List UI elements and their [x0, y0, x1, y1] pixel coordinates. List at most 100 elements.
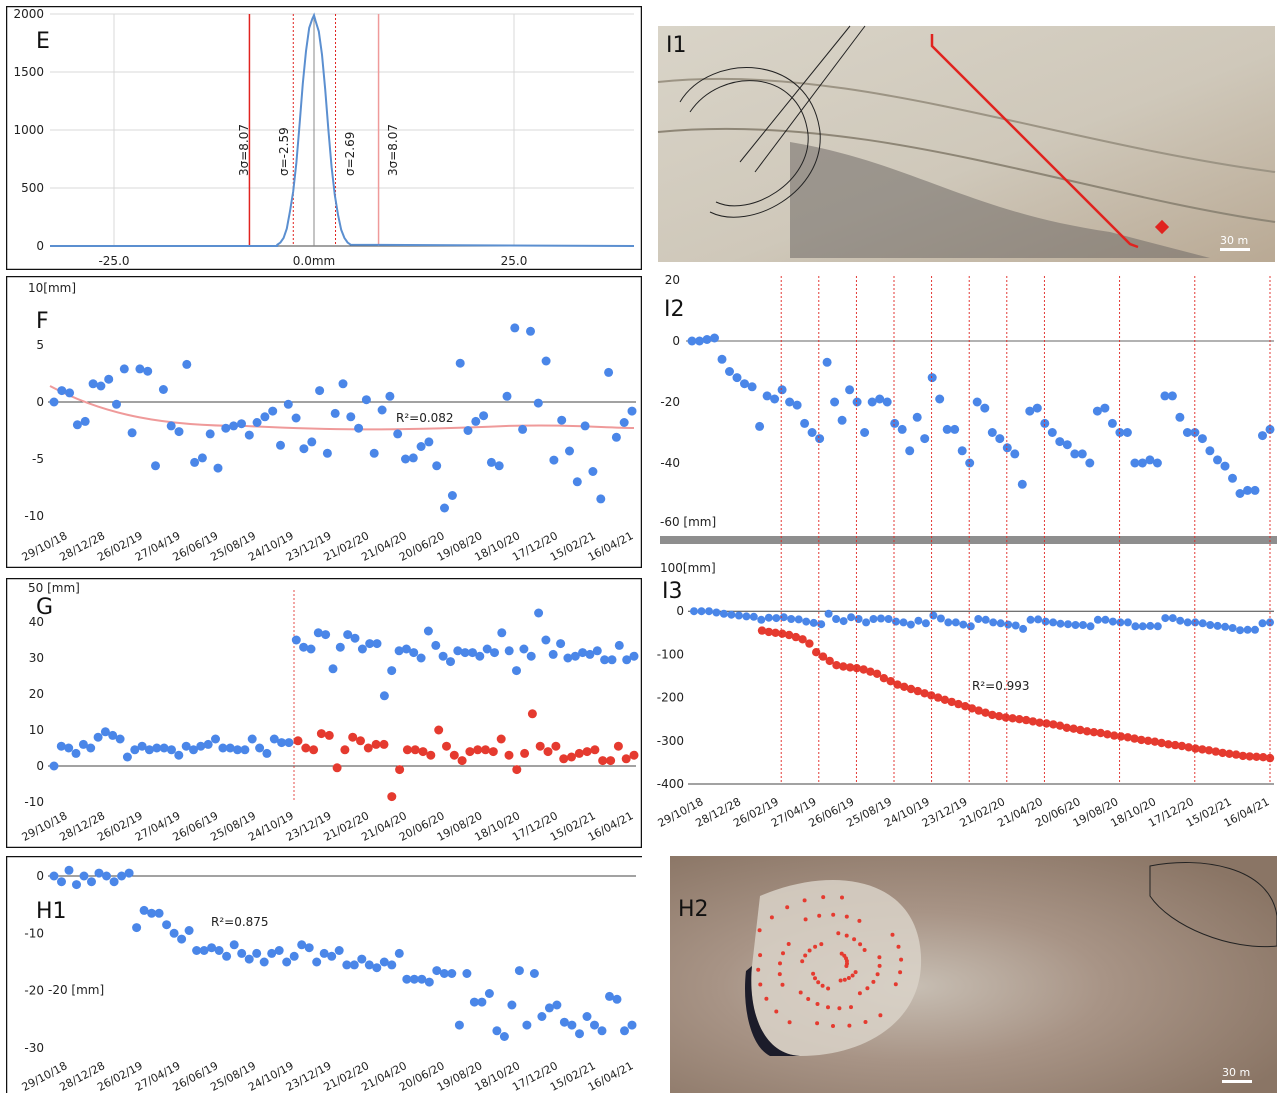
- data-point: [1010, 449, 1020, 459]
- data-point: [847, 613, 856, 622]
- data-point: [432, 966, 442, 976]
- panel-background: [650, 552, 1277, 850]
- data-point: [1082, 727, 1092, 736]
- data-point: [402, 745, 412, 755]
- data-point: [284, 738, 294, 748]
- data-point: [262, 748, 272, 758]
- data-point: [556, 639, 566, 649]
- data-point: [1191, 744, 1200, 753]
- data-point: [277, 738, 287, 748]
- data-point: [1265, 753, 1275, 763]
- data-point: [80, 416, 90, 426]
- data-point: [446, 657, 455, 667]
- survey-point: [774, 1009, 779, 1014]
- data-point: [109, 877, 119, 887]
- panel-frame: [6, 6, 642, 270]
- data-point: [291, 635, 301, 645]
- separator-bar: [660, 536, 1277, 544]
- data-point: [860, 428, 870, 437]
- survey-point: [781, 951, 785, 956]
- data-point: [614, 640, 624, 650]
- data-point: [1152, 458, 1162, 468]
- data-point: [78, 739, 88, 749]
- data-point: [557, 415, 567, 425]
- y-tick-label: -5: [32, 452, 44, 466]
- r2-label: R²=0.993: [972, 679, 1030, 693]
- data-point: [892, 617, 900, 626]
- data-point: [951, 618, 960, 627]
- data-point: [372, 639, 382, 649]
- data-point: [301, 743, 311, 753]
- data-point: [529, 969, 539, 978]
- data-point: [537, 1012, 547, 1021]
- y-tick-label: 40: [29, 615, 44, 629]
- data-point: [879, 674, 889, 683]
- data-point: [108, 730, 118, 740]
- data-point: [805, 639, 814, 648]
- y-tick-label: 500: [21, 181, 44, 195]
- data-point: [541, 635, 551, 645]
- data-point: [859, 665, 868, 674]
- data-point: [989, 618, 998, 627]
- data-point: [357, 954, 367, 964]
- data-point: [416, 653, 426, 663]
- survey-point: [802, 898, 807, 903]
- data-point: [401, 454, 410, 464]
- data-point: [1040, 418, 1050, 428]
- data-point: [132, 923, 142, 933]
- data-point: [629, 651, 639, 661]
- data-point: [582, 747, 592, 757]
- data-point: [1056, 619, 1065, 628]
- survey-point: [871, 979, 876, 984]
- data-point: [869, 615, 878, 623]
- data-point: [482, 644, 492, 654]
- data-point: [757, 626, 767, 635]
- unit-label: 50 [mm]: [28, 581, 80, 595]
- data-point: [1085, 458, 1095, 468]
- data-point: [289, 951, 299, 961]
- x-tick-label: 25.0: [501, 254, 528, 268]
- data-point: [401, 644, 411, 654]
- data-point: [812, 648, 821, 657]
- data-point: [1235, 489, 1245, 498]
- data-point: [260, 412, 270, 422]
- data-point: [1228, 473, 1237, 483]
- data-point: [309, 745, 319, 755]
- data-point: [1157, 738, 1166, 748]
- survey-point: [852, 937, 857, 942]
- data-point: [906, 620, 915, 629]
- data-point: [268, 406, 278, 416]
- data-point: [996, 619, 1005, 628]
- data-point: [1079, 621, 1087, 629]
- data-point: [959, 620, 968, 629]
- data-point: [423, 626, 433, 636]
- survey-point: [857, 991, 862, 996]
- survey-point: [780, 982, 785, 987]
- data-point: [825, 656, 834, 666]
- data-point: [872, 669, 882, 678]
- data-point: [328, 664, 338, 674]
- location-marker: [1154, 219, 1170, 235]
- data-point: [845, 385, 855, 395]
- data-point: [135, 364, 145, 374]
- data-point: [64, 865, 74, 875]
- data-point: [229, 940, 239, 950]
- data-point: [348, 732, 358, 742]
- data-point: [65, 388, 75, 398]
- survey-point: [815, 1002, 820, 1006]
- data-point: [1049, 720, 1058, 729]
- data-point: [490, 648, 499, 658]
- data-point: [695, 336, 704, 346]
- data-point: [409, 648, 419, 658]
- y-tick-label: -100: [657, 647, 684, 661]
- survey-point: [839, 951, 844, 956]
- data-point: [1145, 455, 1155, 465]
- data-point: [1164, 740, 1173, 749]
- unit-label: 100[mm]: [660, 561, 716, 575]
- data-point: [1015, 715, 1024, 724]
- data-point: [119, 364, 129, 374]
- y-tick-label: 1500: [13, 65, 44, 79]
- data-point: [192, 946, 202, 955]
- data-point: [588, 467, 598, 476]
- data-point: [526, 326, 535, 336]
